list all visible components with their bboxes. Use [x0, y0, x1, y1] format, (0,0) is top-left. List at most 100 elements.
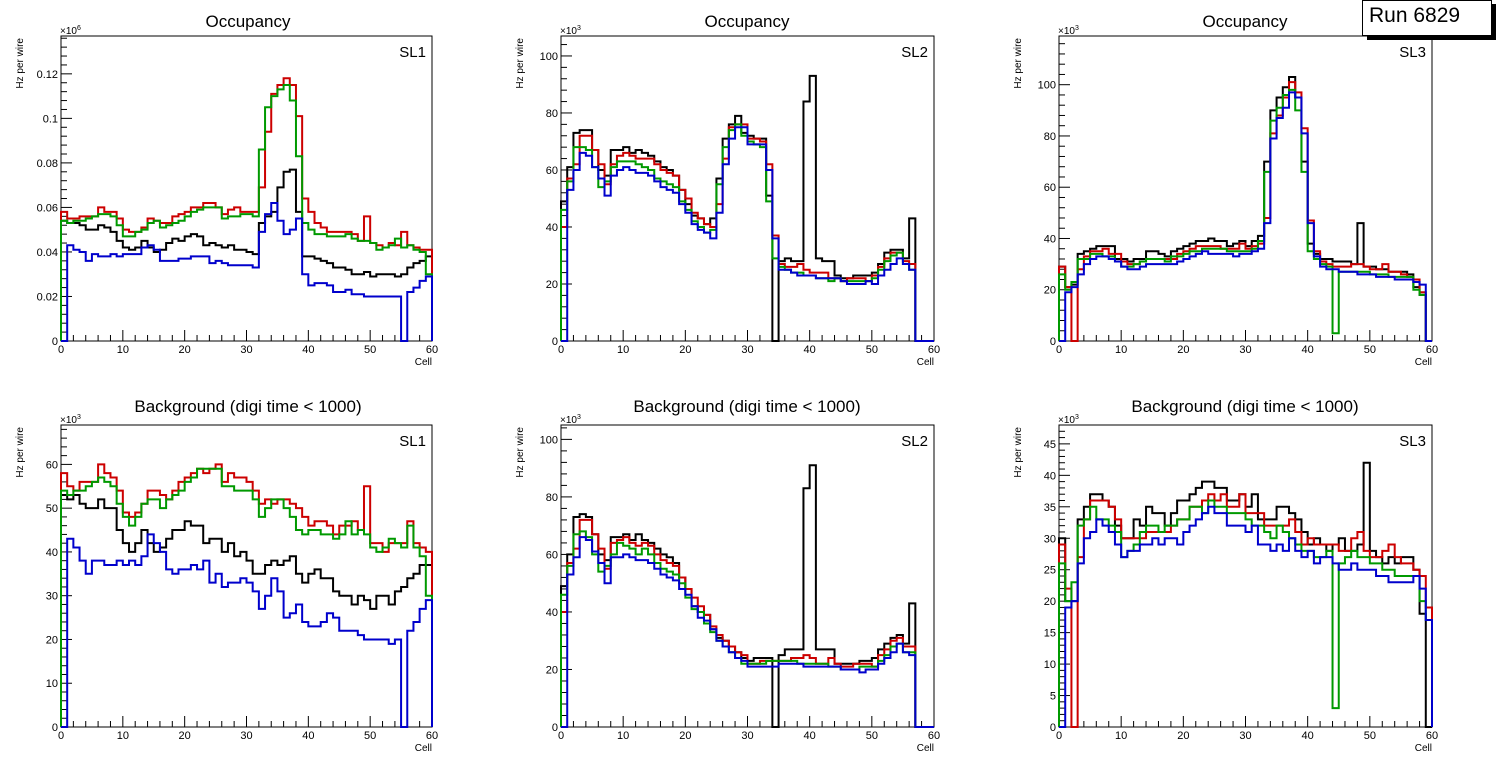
run-label: Run 6829	[1369, 4, 1461, 27]
y-axis-label: Hz per wire	[515, 427, 526, 478]
y-tick-label: 0	[552, 336, 558, 348]
y-tick-label: 20	[46, 634, 58, 646]
y-tick-label: 50	[46, 503, 58, 515]
y-exponent-label: ×103	[1058, 414, 1079, 426]
y-tick-label: 60	[1044, 182, 1056, 194]
x-tick-label: 50	[364, 344, 376, 356]
y-tick-label: 100	[540, 51, 558, 63]
histogram-series-green	[1058, 499, 1433, 727]
histogram-series-red	[60, 463, 433, 727]
x-axis-label: Cell	[415, 357, 432, 368]
x-tick-label: 60	[1426, 730, 1438, 742]
y-tick-label: 0	[1050, 336, 1056, 348]
histogram-series-black	[1058, 461, 1432, 728]
x-tick-label: 10	[617, 730, 629, 742]
chart-title: Occupancy	[1202, 12, 1288, 31]
x-tick-label: 40	[302, 344, 314, 356]
x-tick-label: 30	[1239, 730, 1251, 742]
y-tick-label: 30	[46, 591, 58, 603]
y-tick-label: 60	[46, 459, 58, 471]
x-tick-label: 0	[558, 344, 564, 356]
y-tick-label: 0	[552, 722, 558, 734]
y-tick-label: 80	[546, 492, 558, 504]
x-tick-label: 0	[1056, 730, 1062, 742]
x-tick-label: 60	[1426, 344, 1438, 356]
y-tick-label: 20	[1044, 285, 1056, 297]
y-tick-label: 20	[546, 279, 558, 291]
x-tick-label: 20	[679, 344, 691, 356]
y-tick-label: 60	[546, 549, 558, 561]
y-tick-label: 10	[46, 678, 58, 690]
y-axis-label: Hz per wire	[1013, 38, 1024, 89]
x-tick-label: 40	[1302, 730, 1314, 742]
y-axis-label: Hz per wire	[15, 38, 26, 89]
histogram-series-green	[1058, 88, 1432, 342]
y-tick-label: 0.06	[37, 202, 58, 214]
x-axis-label: Cell	[415, 743, 432, 754]
x-tick-label: 10	[1115, 730, 1127, 742]
y-tick-label: 40	[546, 222, 558, 234]
superlayer-label: SL1	[399, 433, 426, 450]
superlayer-label: SL2	[901, 44, 928, 61]
x-tick-label: 60	[928, 344, 940, 356]
superlayer-label: SL1	[399, 44, 426, 61]
y-tick-label: 100	[540, 434, 558, 446]
y-tick-label: 0.04	[37, 247, 58, 259]
x-tick-label: 30	[240, 730, 252, 742]
x-tick-label: 50	[866, 730, 878, 742]
x-tick-label: 10	[117, 344, 129, 356]
histogram-series-black	[560, 74, 934, 342]
histogram-series-blue	[561, 126, 934, 342]
chart-title: Background (digi time < 1000)	[633, 397, 860, 416]
y-tick-label: 100	[1038, 80, 1056, 92]
x-tick-label: 40	[804, 344, 816, 356]
x-tick-label: 60	[426, 344, 438, 356]
y-exponent-label: ×103	[560, 25, 581, 37]
y-tick-label: 30	[1044, 533, 1056, 545]
x-tick-label: 40	[302, 730, 314, 742]
y-tick-label: 0.08	[37, 158, 58, 170]
chart-panel-4: Background (digi time < 1000) 0 10 20 30 40 50…	[15, 397, 438, 754]
histogram-series-blue	[1059, 505, 1433, 728]
x-tick-label: 20	[179, 344, 191, 356]
x-tick-label: 10	[617, 344, 629, 356]
histogram-series-red	[1058, 81, 1432, 342]
chart-panel-1: Occupancy 0 0.02 0.04 0.06 0.08 0.1 0.12 0 10 20 30…	[15, 12, 438, 368]
y-tick-label: 40	[1044, 233, 1056, 245]
y-tick-label: 20	[1044, 596, 1056, 608]
chart-title: Background (digi time < 1000)	[1131, 397, 1358, 416]
y-exponent-label: ×103	[560, 414, 581, 426]
y-axis-label: Hz per wire	[515, 38, 526, 89]
chart-title: Occupancy	[205, 12, 291, 31]
superlayer-label: SL3	[1399, 44, 1426, 61]
y-tick-label: 20	[546, 664, 558, 676]
y-tick-label: 0.02	[37, 291, 58, 303]
y-tick-label: 5	[1050, 691, 1056, 703]
x-tick-label: 50	[1364, 730, 1376, 742]
x-tick-label: 30	[741, 344, 753, 356]
histogram-series-blue	[61, 533, 433, 728]
chart-panel-6: Background (digi time < 1000) 0 5 10 15 20 25 3…	[1013, 397, 1438, 754]
y-exponent-label: ×106	[60, 25, 81, 37]
plot-frame	[560, 35, 935, 342]
chart-title: Background (digi time < 1000)	[134, 397, 361, 416]
y-tick-label: 40	[46, 547, 58, 559]
y-tick-label: 60	[546, 165, 558, 177]
y-tick-label: 0.12	[37, 69, 58, 81]
histogram-series-green	[60, 467, 433, 727]
y-exponent-label: ×103	[1058, 25, 1079, 37]
run-label-shadow	[1367, 36, 1496, 40]
histogram-series-green	[60, 83, 433, 341]
histogram-series-black	[60, 494, 433, 727]
y-tick-label: 80	[546, 108, 558, 120]
x-axis-label: Cell	[917, 357, 934, 368]
x-tick-label: 30	[240, 344, 252, 356]
x-axis-label: Cell	[1415, 357, 1432, 368]
y-axis-label: Hz per wire	[15, 427, 26, 478]
plot-frame	[560, 424, 935, 728]
y-tick-label: 40	[546, 607, 558, 619]
y-tick-label: 40	[1044, 470, 1056, 482]
